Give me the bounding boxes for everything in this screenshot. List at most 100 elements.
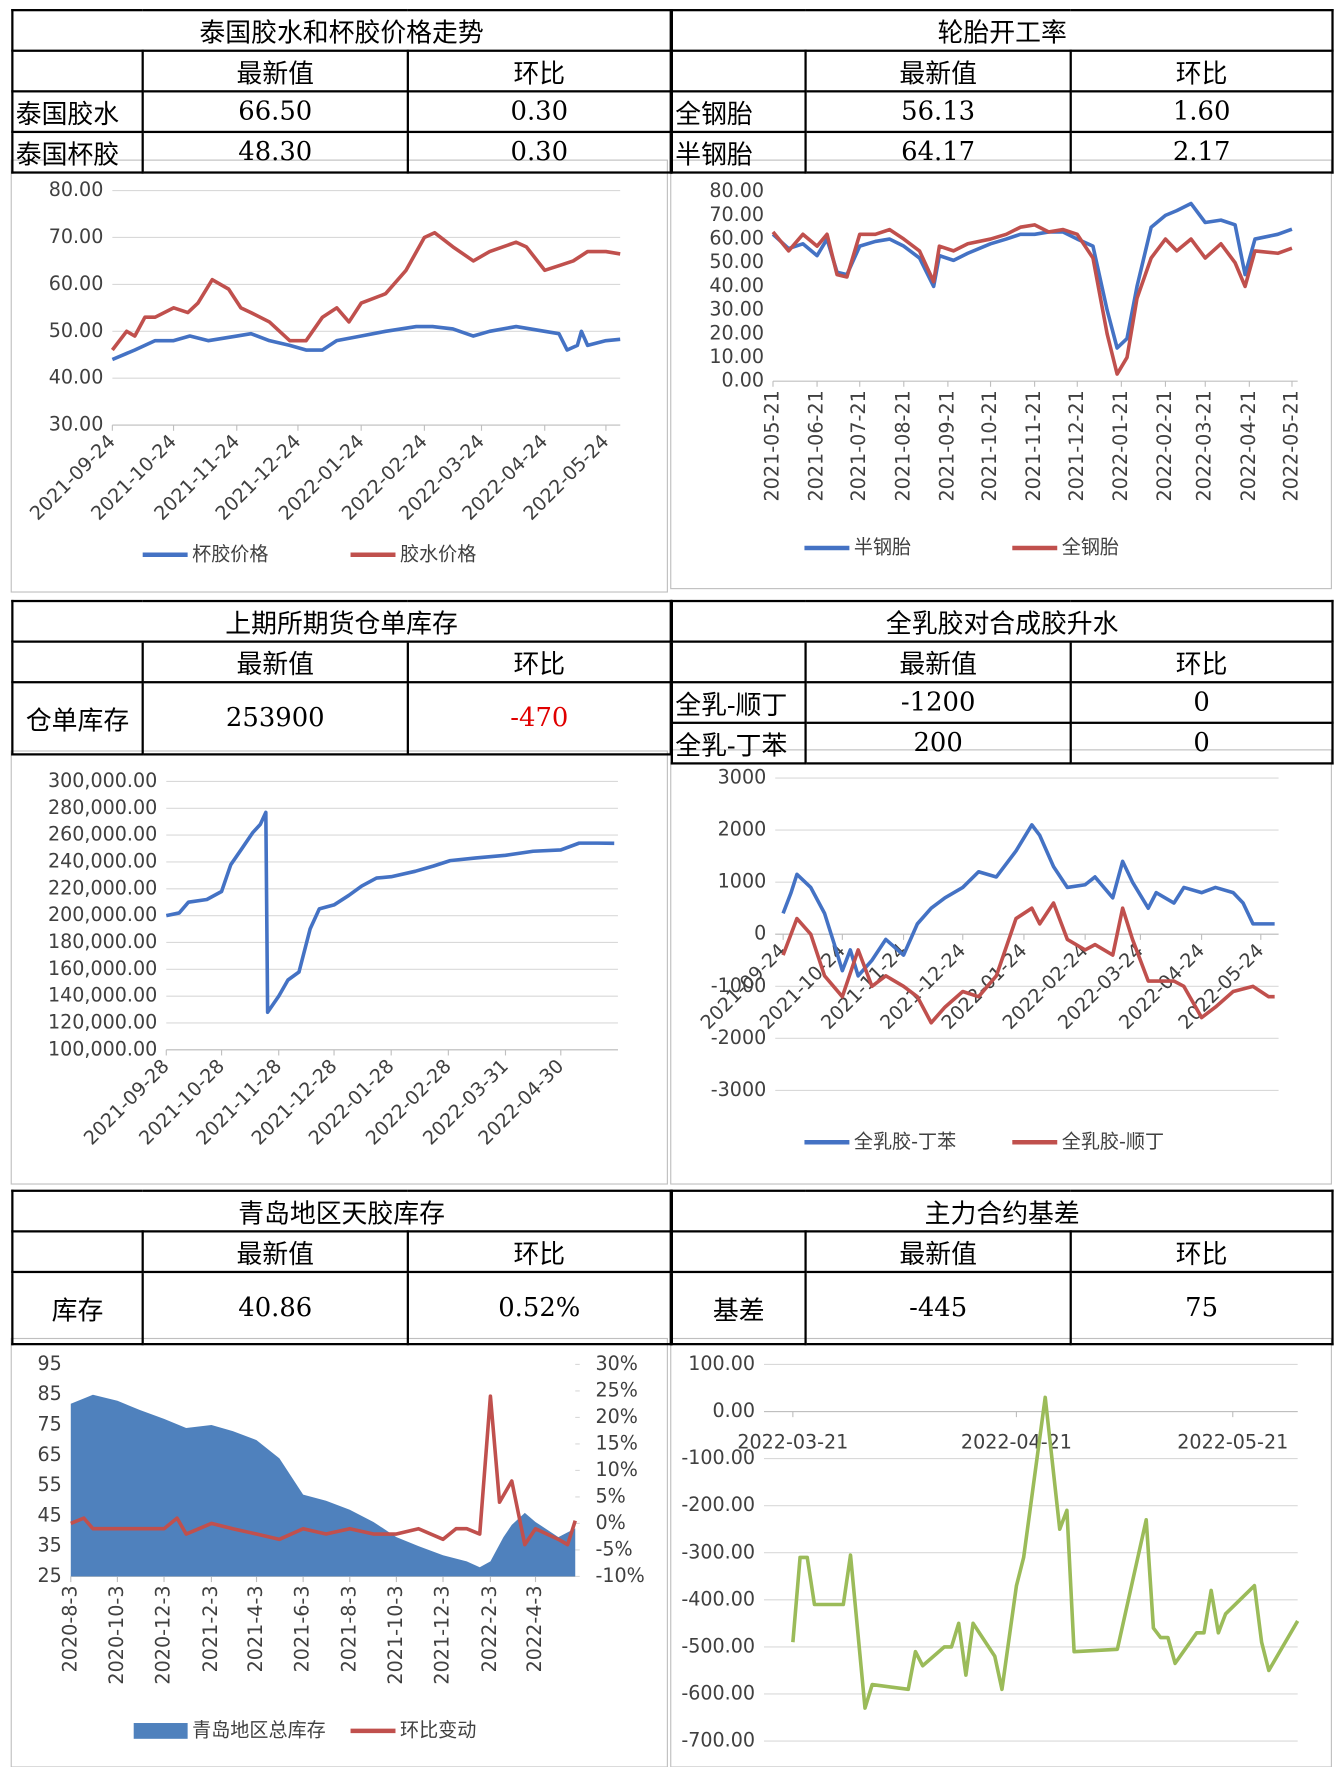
legend-swatch [133,1723,188,1739]
series-line [165,810,615,1015]
y-tick-label: 80.00 [709,179,764,202]
column-header: 最新值 [804,640,1072,684]
cell-value: 75 [1069,1270,1334,1346]
y-tick-label: 240,000.00 [48,849,157,872]
data-table: 轮胎开工率 最新值 环比 全钢胎 56.13 1.60 半钢胎 64.17 2.17 [670,9,1334,174]
row-label: 泰国胶水 [11,90,144,134]
y-tick-label: 1000 [718,870,767,893]
y-tick-label: 180,000.00 [48,930,157,953]
x-tick-label: 2022-01-21 [1109,390,1132,501]
y-tick-label: -200.00 [681,1493,755,1516]
x-tick-label: 2022-04-21 [1237,390,1260,501]
row-label: 全乳-丁苯 [670,721,807,765]
x-tick-label: 2020-10-3 [105,1585,128,1684]
y-tick-label: 60.00 [49,272,104,295]
data-table: 泰国胶水和杯胶价格走势 最新值 环比 泰国胶水 66.50 0.30 泰国杯胶 48.30 0.… [11,9,672,174]
y-tick-label: 2000 [718,818,767,841]
y-tick-label: 0.00 [712,1399,755,1422]
y-tick-label: -400.00 [681,1587,755,1610]
chart-frame [10,750,668,1185]
y-tick-label: 3000 [718,766,767,789]
y-tick-label: -100.00 [681,1446,755,1469]
header-row: 最新值 环比 [670,1230,1334,1274]
cell-value: 64.17 [804,130,1072,174]
series-line [70,1394,577,1547]
y2-tick-label: 5% [595,1484,625,1507]
y-tick-label: 50.00 [49,319,104,342]
cell-value: 0.30 [406,130,672,174]
series-line [110,230,621,352]
series-line [791,1395,1300,1710]
y-tick-label: 35 [37,1534,61,1557]
data-row: 半钢胎 64.17 2.17 [670,130,1334,174]
x-tick-label: 2021-4-3 [244,1585,267,1672]
table-title: 上期所期货仓单库存 [11,599,672,643]
x-tick-label: 2022-2-3 [478,1585,501,1672]
series-line [111,324,621,362]
header-blank [670,1230,807,1274]
header-blank [11,49,144,93]
x-tick-label: 2021-05-21 [761,390,784,501]
cell-value: 0 [1069,721,1334,765]
column-header: 最新值 [804,49,1072,93]
row-label: 库存 [11,1270,144,1346]
cell-value: 0.30 [406,90,672,134]
column-header: 环比 [406,49,672,93]
column-header: 最新值 [141,49,409,93]
table-title: 青岛地区天胶库存 [11,1189,672,1233]
y-tick-label: 45 [37,1503,61,1526]
x-tick-label: 2021-10-3 [384,1585,407,1684]
legend-label: 全钢胎 [1062,536,1119,559]
column-header: 环比 [406,1230,672,1274]
data-row: 全钢胎 56.13 1.60 [670,90,1334,134]
y-tick-label: -2000 [711,1026,766,1049]
x-tick-label: 2020-8-3 [58,1585,81,1672]
row-label: 基差 [670,1270,807,1346]
x-tick-label: 2021-11-21 [1022,390,1045,501]
series-line [771,223,1293,376]
row-label: 仓单库存 [11,681,144,756]
table-title: 泰国胶水和杯胶价格走势 [11,9,672,52]
legend-label: 杯胶价格 [192,542,268,565]
data-row: 库存 40.86 0.52% [11,1270,672,1346]
column-header: 最新值 [141,640,409,684]
column-header: 最新值 [141,1230,409,1274]
title-row: 全乳胶对合成胶升水 [670,599,1334,643]
y-tick-label: 200,000.00 [48,903,157,926]
data-row: 泰国胶水 66.50 0.30 [11,90,672,134]
y-tick-label: 0.00 [721,369,764,392]
cell-value: 48.30 [141,130,409,174]
chart-frame [10,159,668,593]
title-row: 泰国胶水和杯胶价格走势 [11,9,672,52]
cell-value: 2.17 [1069,130,1334,174]
x-tick-label: 2021-6-3 [291,1585,314,1672]
x-tick-label: 2022-03-21 [1193,390,1216,501]
y-tick-label: 85 [37,1382,61,1405]
header-row: 最新值 环比 [670,640,1334,684]
data-table: 青岛地区天胶库存 最新值 环比 库存 40.86 0.52% [11,1189,672,1346]
y2-tick-label: 0% [595,1511,625,1534]
y-tick-label: 10.00 [709,345,764,368]
data-row: 仓单库存 253900 -470 [11,681,672,756]
cell-value: 253900 [141,681,409,756]
y-tick-label: 75 [37,1412,61,1435]
header-blank [11,640,144,684]
x-tick-label: 2021-2-3 [199,1585,222,1672]
y2-tick-label: 25% [595,1378,637,1401]
x-tick-label: 2021-08-21 [891,390,914,501]
title-row: 轮胎开工率 [670,9,1334,52]
x-tick-label: 2021-10-21 [978,390,1001,501]
title-row: 上期所期货仓单库存 [11,599,672,643]
header-row: 最新值 环比 [670,49,1334,93]
cell-value: -1200 [804,681,1072,724]
y2-tick-label: -10% [595,1564,644,1587]
y-tick-label: 95 [37,1352,61,1375]
header-blank [11,1230,144,1274]
column-header: 最新值 [804,1230,1072,1274]
y-tick-label: 30.00 [49,413,104,436]
cell-value: 0 [1069,681,1334,724]
column-header: 环比 [1069,640,1334,684]
y2-tick-label: 15% [595,1431,637,1454]
